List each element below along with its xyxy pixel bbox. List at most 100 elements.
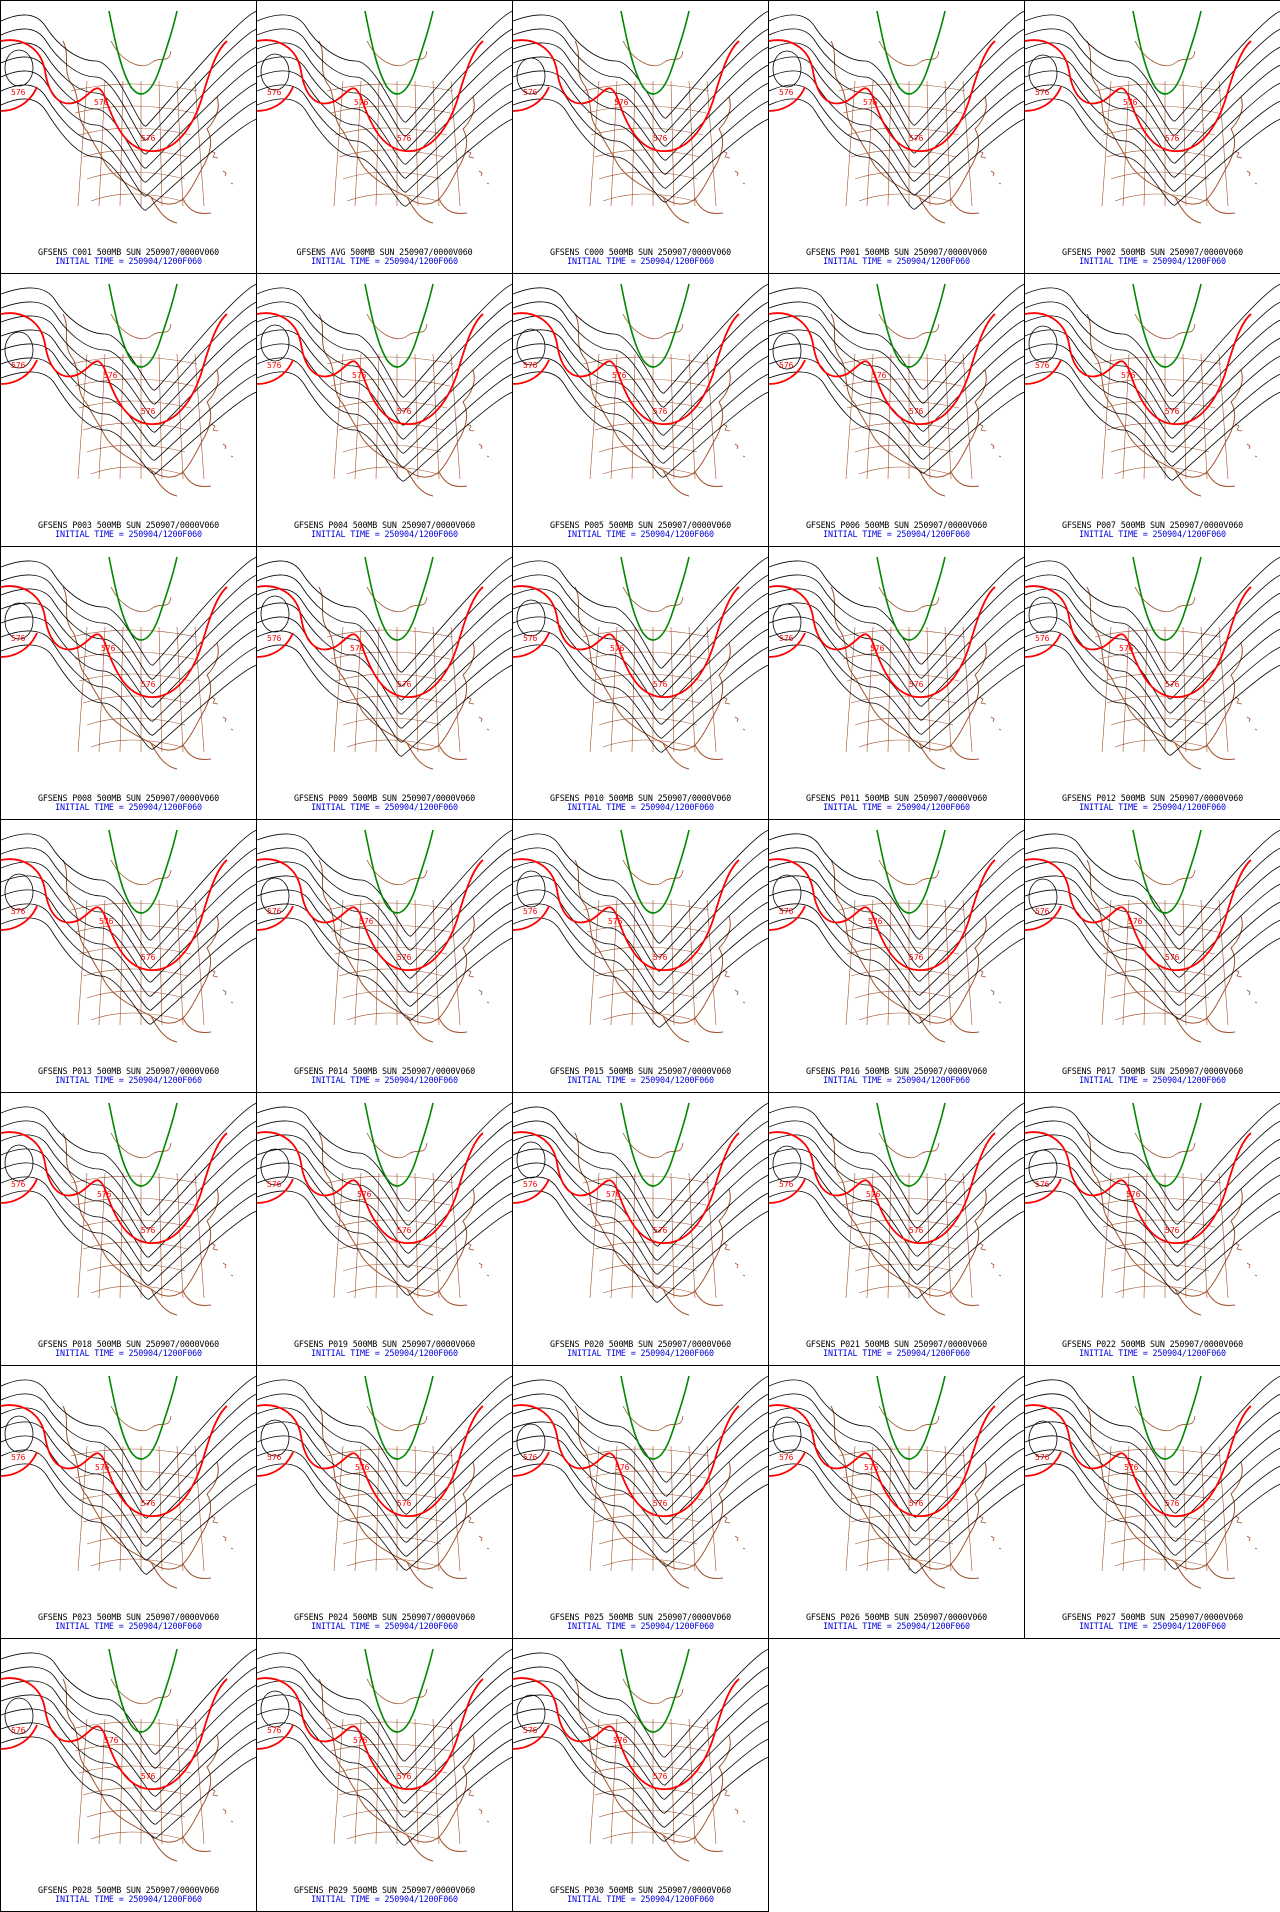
longitude-line [670, 1172, 675, 1299]
panel-title: GFSENS P006 500MB SUN 250907/0000V060 [805, 520, 987, 530]
longitude-line [944, 1172, 952, 1299]
longitude-line [77, 1445, 88, 1572]
longitude-line [1182, 626, 1187, 753]
height-contour-map: 576 576 576 [513, 1102, 768, 1316]
height-contour [257, 357, 512, 468]
contour-label: 576 [267, 1726, 282, 1735]
height-contour [257, 1694, 512, 1804]
height-contour [257, 861, 512, 965]
longitude-line [1101, 80, 1112, 207]
ensemble-member-panel: 576 576 576 GFSENS P022 500MB SUN 250907/00… [1024, 1092, 1280, 1366]
latitude-line [346, 1012, 439, 1021]
height-contour [1025, 1393, 1280, 1500]
height-contour [257, 1407, 512, 1515]
ensemble-member-panel: 576 576 576 GFSENS P030 500MB SUN 250907/00… [512, 1638, 769, 1912]
longitude-line [610, 1445, 618, 1572]
contour-label: 576 [614, 98, 629, 107]
latitude-line [582, 629, 710, 638]
coastline [110, 1405, 172, 1432]
panel-initial-time: INITIAL TIME = 250904/1200F060 [823, 529, 970, 539]
height-contour [769, 84, 1024, 196]
longitude-line [1182, 80, 1187, 207]
height-contour [513, 42, 768, 147]
height-contour [257, 889, 512, 993]
contour-label: 576 [779, 907, 794, 916]
height-contour [513, 1407, 768, 1511]
height-contour [257, 1393, 512, 1501]
longitude-line [845, 80, 856, 207]
latitude-line [326, 1721, 454, 1730]
panel-initial-time: INITIAL TIME = 250904/1200F060 [55, 1348, 202, 1358]
latitude-line [1110, 171, 1210, 180]
height-contour [1, 1666, 256, 1769]
closed-low-contour [1028, 596, 1058, 634]
contour-576 [513, 905, 550, 931]
height-contour [513, 1680, 768, 1786]
contour-label: 576 [103, 371, 118, 380]
longitude-line [354, 1445, 362, 1572]
height-contour [257, 1463, 512, 1571]
height-contour [1025, 917, 1280, 1020]
panel-title: GFSENS P020 500MB SUN 250907/0000V060 [549, 1339, 731, 1349]
latitude-line [602, 193, 695, 202]
latitude-line [858, 1012, 951, 1021]
height-contour [1025, 315, 1280, 425]
longitude-line [354, 899, 362, 1026]
height-contour-map: 576 576 576 [1025, 10, 1280, 224]
latitude-line [590, 1765, 704, 1774]
latitude-line [90, 466, 183, 475]
contour-552 [876, 829, 946, 914]
longitude-line [1182, 1172, 1187, 1299]
contour-label: 576 [610, 644, 625, 653]
longitude-line [1218, 1445, 1229, 1572]
height-contour [513, 917, 768, 1028]
latitude-line [1106, 968, 1213, 977]
contour-576 [1, 359, 38, 385]
contour-552 [876, 556, 946, 641]
latitude-line [590, 946, 704, 955]
latitude-line [582, 83, 710, 92]
latitude-line [594, 695, 701, 704]
height-contour [1, 574, 256, 680]
contour-label: 576 [1165, 1499, 1180, 1508]
coastline [1174, 1015, 1236, 1043]
longitude-line [631, 1718, 636, 1845]
latitude-line [346, 1285, 439, 1294]
island-coastline [722, 1515, 746, 1550]
contour-label: 576 [653, 1772, 668, 1781]
contour-576 [513, 1677, 740, 1790]
height-contour [257, 847, 512, 951]
longitude-line [845, 1172, 856, 1299]
longitude-line [610, 353, 618, 480]
longitude-line [926, 1445, 931, 1572]
panel-initial-time: INITIAL TIME = 250904/1200F060 [1079, 802, 1226, 812]
latitude-line [598, 717, 698, 726]
ensemble-member-panel: 576 576 576 GFSENS AVG 500MB SUN 250907/000… [256, 0, 513, 274]
contour-576 [257, 359, 294, 385]
contour-label: 576 [11, 1726, 26, 1735]
latitude-line [594, 422, 701, 431]
longitude-line [631, 1172, 636, 1299]
coastline [1134, 586, 1196, 613]
contour-576 [769, 1404, 996, 1517]
height-contour [769, 1176, 1024, 1285]
longitude-line [1182, 353, 1187, 480]
latitude-line [338, 149, 445, 158]
closed-low-contour [772, 1145, 802, 1183]
longitude-line [333, 1718, 344, 1845]
height-contour [769, 343, 1024, 446]
contour-576 [769, 1131, 996, 1244]
contour-label: 576 [141, 1226, 156, 1235]
longitude-line [1182, 899, 1187, 1026]
latitude-line [326, 356, 454, 365]
latitude-line [1106, 422, 1213, 431]
latitude-line [858, 1558, 951, 1567]
contour-576 [1025, 858, 1252, 971]
height-contour [769, 1407, 1024, 1518]
contour-552 [108, 1102, 178, 1187]
latitude-line [582, 1721, 710, 1730]
contour-576 [1, 1131, 228, 1244]
contour-label: 576 [11, 88, 26, 97]
height-contour [257, 1176, 512, 1282]
contour-label: 576 [1124, 1463, 1139, 1472]
